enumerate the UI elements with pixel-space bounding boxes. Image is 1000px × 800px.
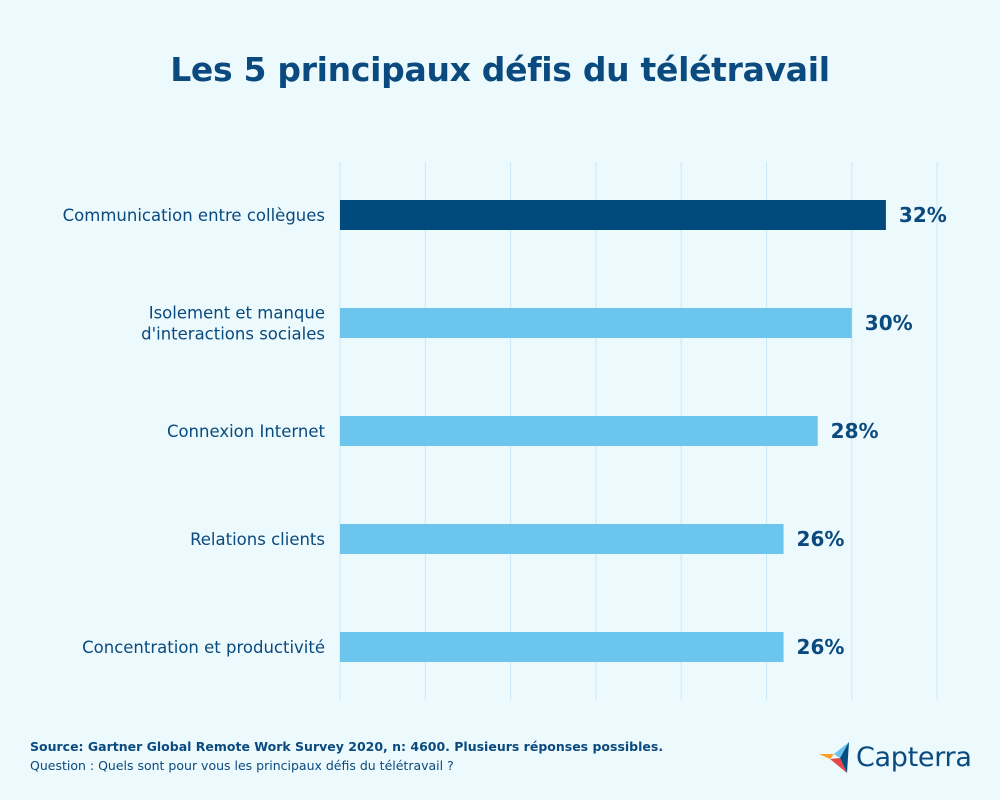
capterra-arrow-icon	[819, 742, 849, 773]
source-note: Source: Gartner Global Remote Work Surve…	[30, 739, 664, 754]
value-label: 32%	[899, 203, 947, 227]
chart-title: Les 5 principaux défis du télétravail	[170, 50, 830, 89]
value-label: 30%	[865, 311, 913, 335]
value-label: 26%	[797, 635, 845, 659]
bar	[340, 416, 818, 446]
capterra-wordmark: Capterra	[856, 741, 972, 773]
bar-chart: 32% Communication entre collègues 30% Isole…	[63, 162, 947, 700]
question-note: Question : Quels sont pour vous les prin…	[30, 758, 454, 773]
bar	[340, 632, 784, 662]
category-label: Communication entre collègues	[63, 206, 325, 225]
category-label: d'interactions sociales	[141, 325, 325, 344]
bar	[340, 200, 886, 230]
value-label: 28%	[831, 419, 879, 443]
category-label: Connexion Internet	[167, 422, 326, 441]
category-label: Relations clients	[190, 530, 325, 549]
value-label: 26%	[797, 527, 845, 551]
category-label: Isolement et manque	[149, 304, 325, 323]
bar	[340, 524, 784, 554]
bar	[340, 308, 852, 338]
category-label: Concentration et productivité	[82, 638, 325, 657]
capterra-logo: Capterra	[818, 737, 972, 777]
